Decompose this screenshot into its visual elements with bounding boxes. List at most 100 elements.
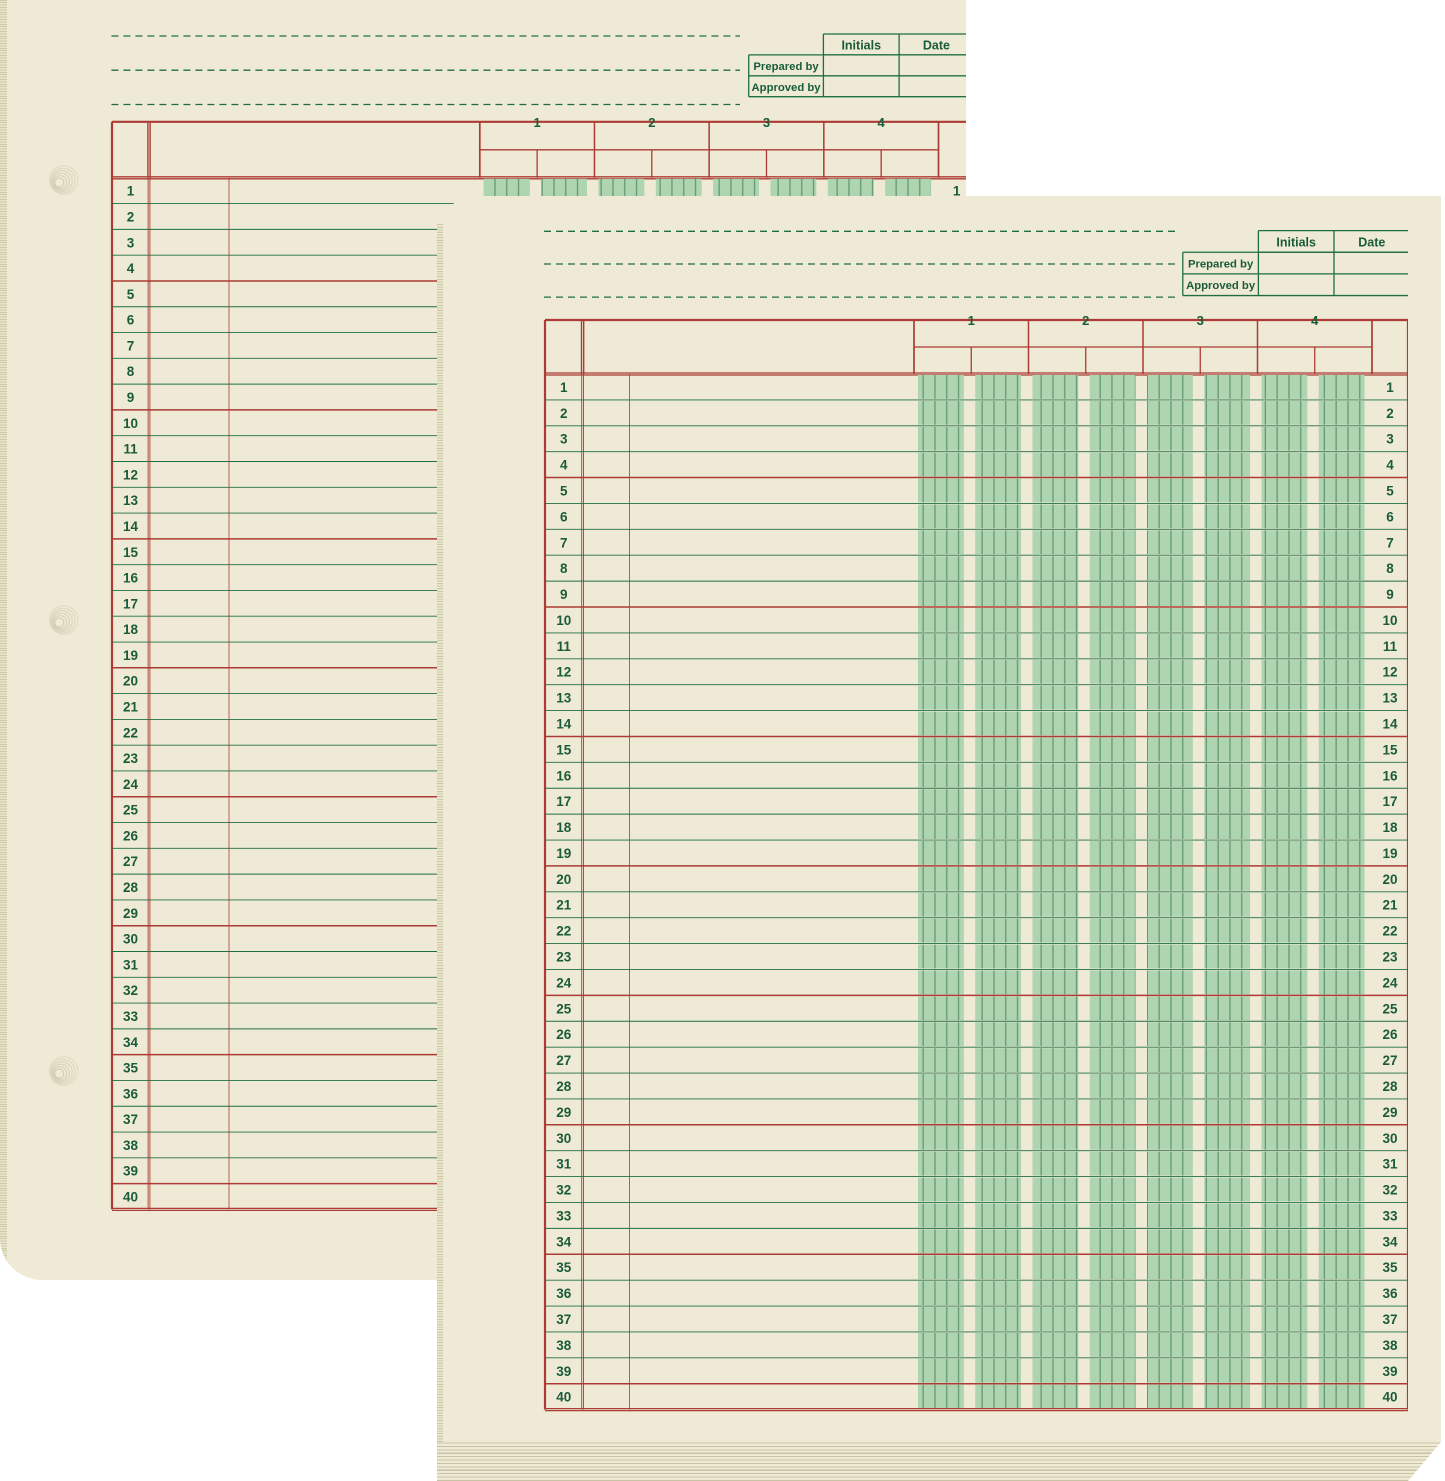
svg-text:4: 4 xyxy=(1386,458,1394,473)
svg-text:37: 37 xyxy=(556,1312,571,1327)
svg-text:37: 37 xyxy=(1382,1312,1397,1327)
svg-text:14: 14 xyxy=(123,519,139,534)
svg-text:5: 5 xyxy=(127,287,135,302)
svg-text:27: 27 xyxy=(123,854,138,869)
svg-text:30: 30 xyxy=(1382,1131,1397,1146)
svg-text:7: 7 xyxy=(127,338,135,353)
svg-text:35: 35 xyxy=(123,1061,139,1076)
svg-text:17: 17 xyxy=(556,794,571,809)
svg-text:30: 30 xyxy=(556,1131,571,1146)
svg-text:12: 12 xyxy=(123,467,138,482)
svg-text:32: 32 xyxy=(1382,1183,1397,1198)
svg-text:31: 31 xyxy=(1382,1157,1398,1172)
svg-text:14: 14 xyxy=(556,717,572,732)
svg-text:12: 12 xyxy=(1382,665,1397,680)
svg-text:9: 9 xyxy=(1386,587,1394,602)
svg-text:35: 35 xyxy=(556,1260,572,1275)
svg-text:28: 28 xyxy=(123,880,139,895)
svg-text:38: 38 xyxy=(556,1338,572,1353)
svg-text:30: 30 xyxy=(123,932,138,947)
svg-text:28: 28 xyxy=(556,1079,572,1094)
svg-text:2: 2 xyxy=(560,406,568,421)
svg-text:8: 8 xyxy=(1386,561,1394,576)
svg-text:25: 25 xyxy=(556,1001,572,1016)
svg-text:10: 10 xyxy=(556,613,571,628)
svg-text:8: 8 xyxy=(127,364,135,379)
svg-text:29: 29 xyxy=(123,906,138,921)
svg-text:31: 31 xyxy=(123,957,139,972)
svg-text:1: 1 xyxy=(968,313,975,328)
svg-text:16: 16 xyxy=(123,571,139,586)
svg-text:16: 16 xyxy=(1382,768,1398,783)
svg-text:3: 3 xyxy=(1197,313,1204,328)
svg-text:15: 15 xyxy=(1382,742,1398,757)
svg-text:32: 32 xyxy=(556,1183,571,1198)
svg-text:33: 33 xyxy=(123,1009,139,1024)
svg-text:38: 38 xyxy=(1382,1338,1398,1353)
svg-text:6: 6 xyxy=(1386,509,1394,524)
svg-text:39: 39 xyxy=(1382,1364,1397,1379)
svg-text:21: 21 xyxy=(556,898,572,913)
svg-text:4: 4 xyxy=(127,261,135,276)
svg-text:19: 19 xyxy=(123,648,138,663)
svg-text:37: 37 xyxy=(123,1112,138,1127)
svg-text:1: 1 xyxy=(127,184,135,199)
svg-text:40: 40 xyxy=(1382,1390,1397,1405)
svg-text:25: 25 xyxy=(123,803,139,818)
svg-text:13: 13 xyxy=(123,493,139,508)
svg-text:3: 3 xyxy=(127,235,135,250)
svg-text:36: 36 xyxy=(1382,1286,1398,1301)
svg-text:1: 1 xyxy=(1386,380,1394,395)
svg-text:20: 20 xyxy=(556,872,571,887)
svg-text:21: 21 xyxy=(123,699,139,714)
svg-text:15: 15 xyxy=(123,545,139,560)
svg-text:39: 39 xyxy=(556,1364,571,1379)
svg-text:29: 29 xyxy=(1382,1105,1397,1120)
svg-text:25: 25 xyxy=(1382,1001,1398,1016)
svg-text:4: 4 xyxy=(878,115,886,130)
svg-text:26: 26 xyxy=(1382,1027,1398,1042)
svg-text:19: 19 xyxy=(556,846,571,861)
svg-text:13: 13 xyxy=(556,691,572,706)
svg-text:24: 24 xyxy=(123,777,139,792)
svg-text:5: 5 xyxy=(560,484,568,499)
svg-text:4: 4 xyxy=(560,458,568,473)
svg-text:11: 11 xyxy=(557,639,572,654)
svg-text:2: 2 xyxy=(648,115,655,130)
svg-text:39: 39 xyxy=(123,1164,138,1179)
svg-text:40: 40 xyxy=(123,1190,138,1205)
svg-text:18: 18 xyxy=(1382,820,1398,835)
svg-text:7: 7 xyxy=(1386,535,1394,550)
svg-text:6: 6 xyxy=(127,313,135,328)
svg-text:20: 20 xyxy=(123,674,138,689)
svg-text:9: 9 xyxy=(127,390,135,405)
svg-text:8: 8 xyxy=(560,561,568,576)
svg-text:29: 29 xyxy=(556,1105,571,1120)
svg-text:11: 11 xyxy=(1383,639,1398,654)
svg-text:34: 34 xyxy=(123,1035,139,1050)
svg-text:17: 17 xyxy=(123,596,138,611)
svg-text:2: 2 xyxy=(1386,406,1394,421)
svg-text:1: 1 xyxy=(534,115,541,130)
svg-text:26: 26 xyxy=(556,1027,572,1042)
svg-text:24: 24 xyxy=(1382,975,1398,990)
svg-text:13: 13 xyxy=(1382,691,1398,706)
svg-text:3: 3 xyxy=(763,115,770,130)
svg-text:7: 7 xyxy=(560,535,568,550)
svg-text:27: 27 xyxy=(1382,1053,1397,1068)
svg-text:22: 22 xyxy=(1382,924,1397,939)
svg-text:26: 26 xyxy=(123,828,139,843)
svg-text:28: 28 xyxy=(1382,1079,1398,1094)
svg-text:33: 33 xyxy=(556,1208,572,1223)
svg-text:10: 10 xyxy=(1382,613,1397,628)
svg-text:31: 31 xyxy=(556,1157,572,1172)
svg-text:24: 24 xyxy=(556,975,572,990)
svg-text:15: 15 xyxy=(556,742,572,757)
svg-text:16: 16 xyxy=(556,768,572,783)
svg-text:21: 21 xyxy=(1382,898,1398,913)
svg-text:23: 23 xyxy=(556,950,572,965)
svg-text:36: 36 xyxy=(556,1286,572,1301)
svg-text:22: 22 xyxy=(556,924,571,939)
svg-text:3: 3 xyxy=(1386,432,1394,447)
svg-text:14: 14 xyxy=(1382,717,1398,732)
